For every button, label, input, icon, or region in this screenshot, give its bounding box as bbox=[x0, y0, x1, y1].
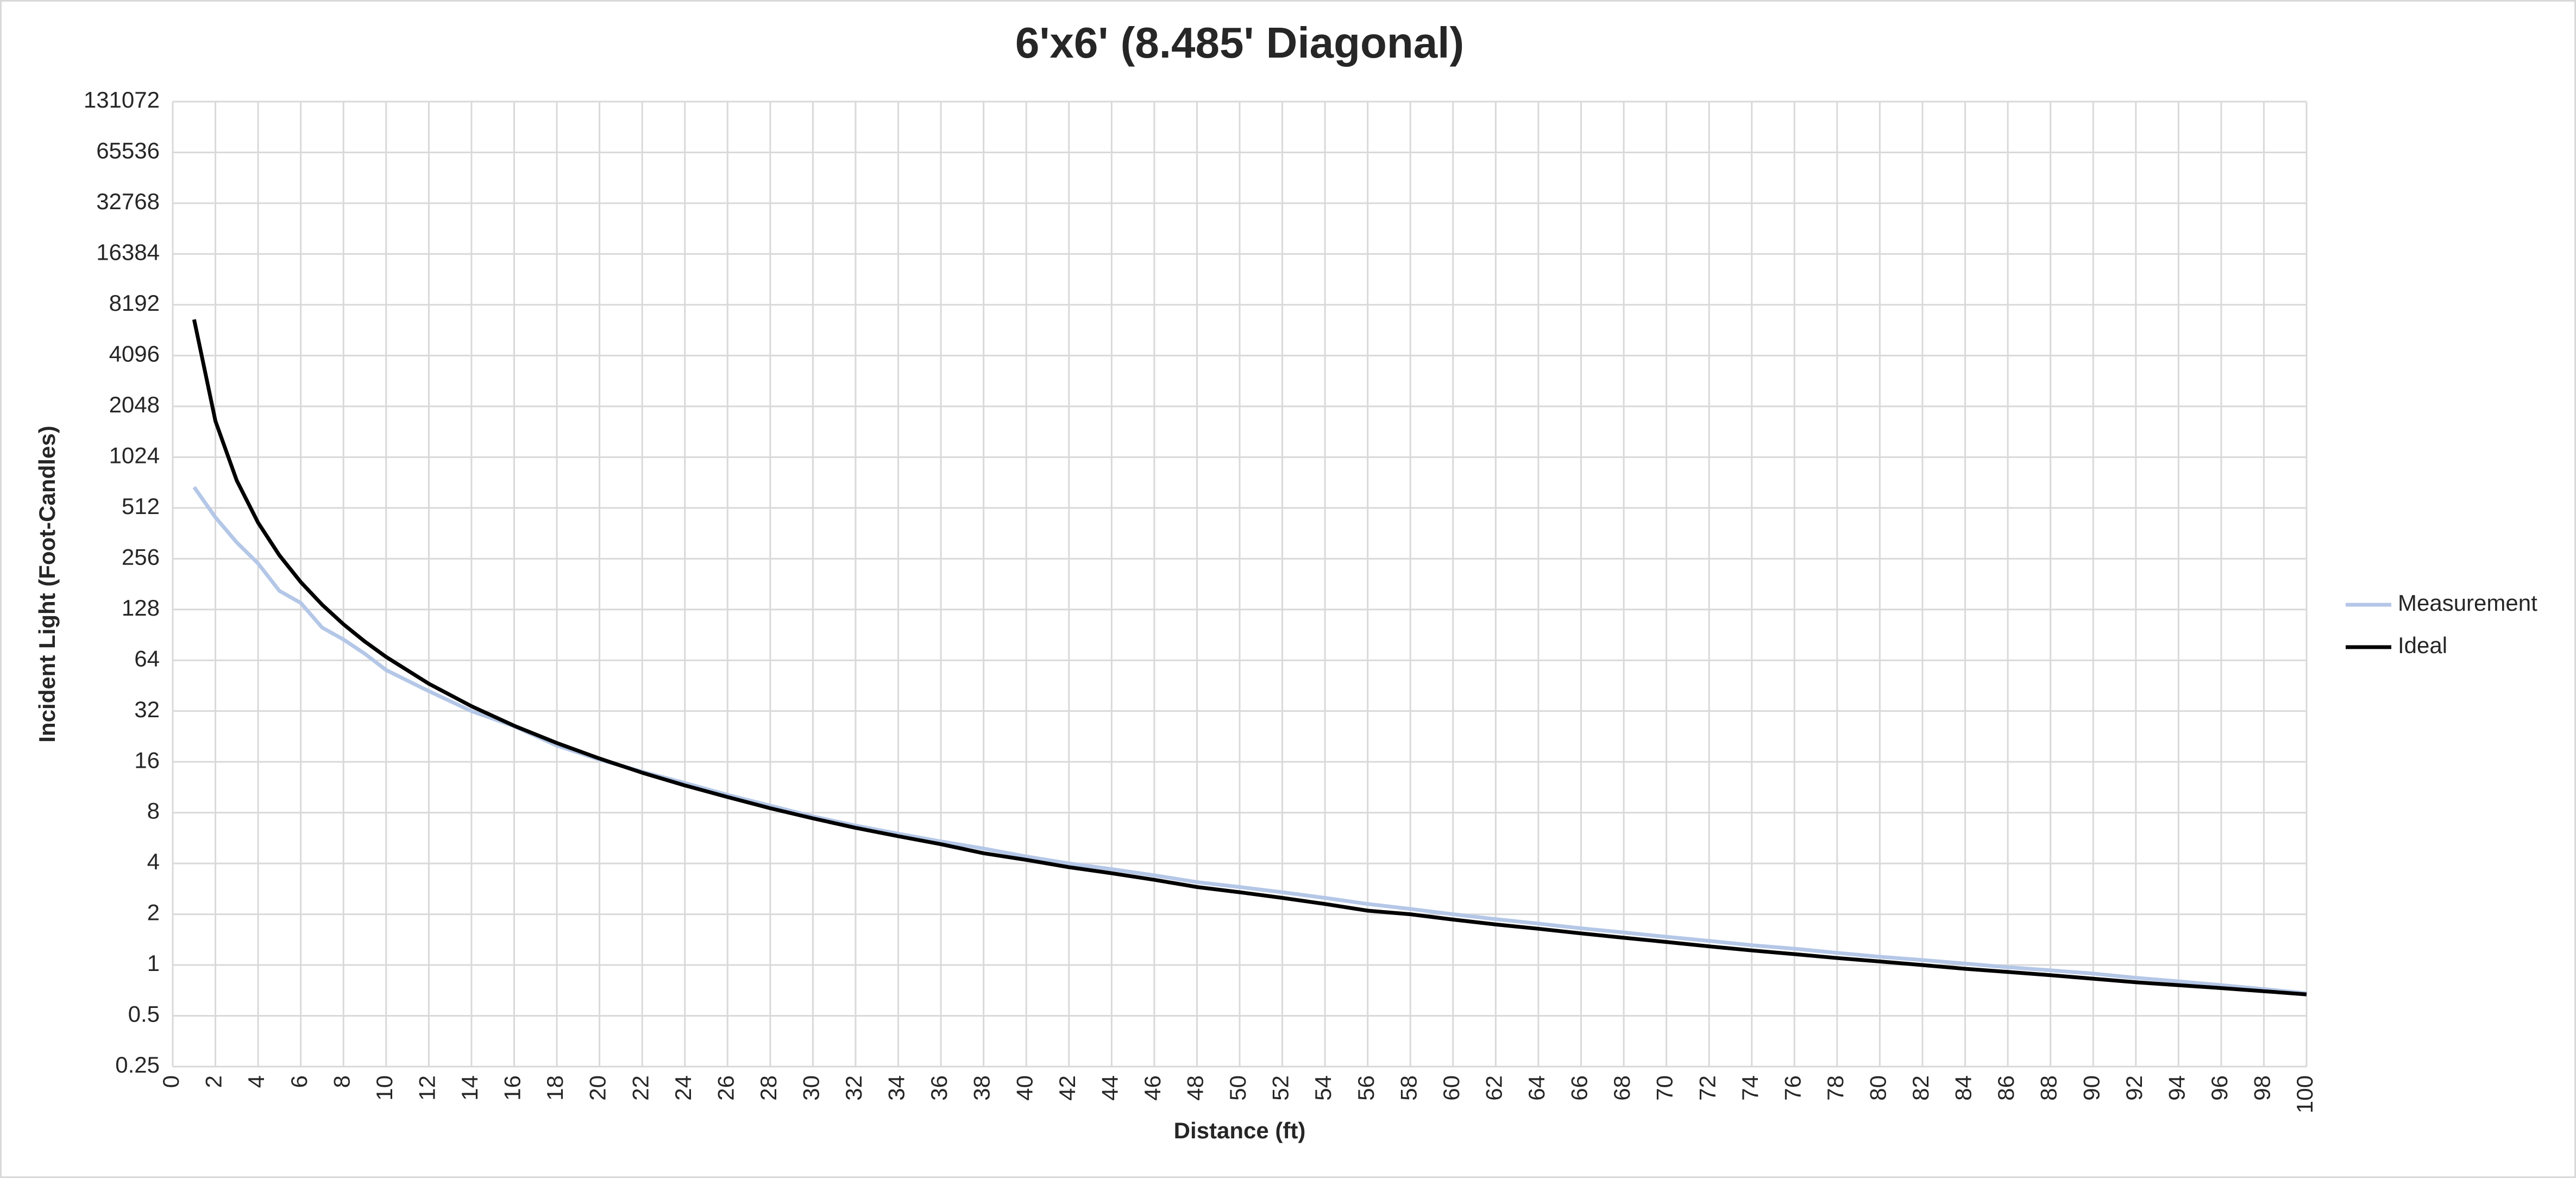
series-line bbox=[192, 319, 2307, 997]
x-tick-label: 12 bbox=[414, 1075, 439, 1101]
x-tick-label: 66 bbox=[1567, 1075, 1592, 1101]
x-tick-label: 34 bbox=[884, 1075, 909, 1101]
x-tick-label: 68 bbox=[1609, 1075, 1635, 1101]
y-tick-label: 131072 bbox=[84, 87, 160, 112]
x-tick-label: 58 bbox=[1396, 1075, 1421, 1101]
x-tick-label: 92 bbox=[2121, 1075, 2147, 1101]
x-tick-label: 88 bbox=[2036, 1075, 2062, 1101]
legend-label: Ideal bbox=[2398, 632, 2447, 658]
y-tick-label: 2048 bbox=[109, 392, 160, 417]
x-tick-label: 90 bbox=[2078, 1075, 2104, 1101]
x-tick-label: 50 bbox=[1225, 1075, 1251, 1101]
x-tick-label: 10 bbox=[372, 1075, 397, 1101]
y-tick-label: 256 bbox=[122, 544, 160, 569]
x-tick-label: 6 bbox=[286, 1075, 312, 1088]
x-tick-label: 52 bbox=[1268, 1075, 1293, 1101]
y-tick-label: 16384 bbox=[96, 240, 160, 265]
x-tick-label: 84 bbox=[1951, 1075, 1976, 1101]
y-tick-label: 128 bbox=[122, 595, 160, 621]
y-tick-label: 32 bbox=[134, 697, 160, 722]
x-tick-label: 30 bbox=[798, 1075, 824, 1101]
x-tick-label: 14 bbox=[457, 1075, 482, 1101]
x-tick-label: 8 bbox=[329, 1075, 354, 1088]
y-tick-label: 512 bbox=[122, 493, 160, 519]
x-tick-label: 82 bbox=[1908, 1075, 1933, 1101]
x-tick-label: 24 bbox=[670, 1075, 696, 1101]
x-tick-label: 100 bbox=[2292, 1075, 2317, 1113]
x-tick-label: 56 bbox=[1353, 1075, 1379, 1101]
y-tick-label: 1024 bbox=[109, 442, 160, 468]
x-tick-label: 36 bbox=[926, 1075, 952, 1101]
x-tick-label: 18 bbox=[542, 1075, 568, 1101]
y-tick-label: 4 bbox=[147, 849, 160, 874]
y-tick-label: 65536 bbox=[96, 138, 160, 164]
x-tick-label: 44 bbox=[1097, 1075, 1122, 1101]
y-tick-label: 0.5 bbox=[128, 1001, 160, 1027]
y-tick-label: 0.25 bbox=[115, 1052, 160, 1077]
series-line bbox=[192, 486, 2307, 995]
x-tick-label: 22 bbox=[627, 1075, 653, 1101]
y-tick-label: 4096 bbox=[109, 341, 160, 366]
x-tick-label: 0 bbox=[158, 1075, 184, 1088]
x-tick-label: 78 bbox=[1823, 1075, 1848, 1101]
x-tick-label: 98 bbox=[2250, 1075, 2275, 1101]
x-tick-label: 4 bbox=[243, 1075, 269, 1088]
x-tick-label: 54 bbox=[1310, 1075, 1336, 1101]
x-tick-label: 2 bbox=[201, 1075, 227, 1088]
x-tick-label: 20 bbox=[585, 1075, 611, 1101]
y-tick-label: 1 bbox=[147, 950, 160, 976]
x-tick-label: 74 bbox=[1737, 1075, 1763, 1101]
y-tick-label: 8 bbox=[147, 798, 160, 824]
x-tick-label: 70 bbox=[1652, 1075, 1677, 1101]
legend-label: Measurement bbox=[2398, 590, 2537, 616]
x-tick-label: 72 bbox=[1694, 1075, 1720, 1101]
x-tick-label: 64 bbox=[1524, 1075, 1549, 1101]
x-tick-label: 96 bbox=[2207, 1075, 2232, 1101]
x-tick-label: 48 bbox=[1183, 1075, 1208, 1101]
x-tick-label: 80 bbox=[1865, 1075, 1890, 1101]
x-tick-label: 16 bbox=[500, 1075, 525, 1101]
x-tick-label: 76 bbox=[1780, 1075, 1805, 1101]
chart-title: 6'x6' (8.485' Diagonal) bbox=[1015, 18, 1464, 67]
y-tick-label: 2 bbox=[147, 900, 160, 925]
y-tick-label: 8192 bbox=[109, 290, 160, 316]
x-tick-label: 26 bbox=[713, 1075, 738, 1101]
y-axis-title: Incident Light (Foot-Candles) bbox=[34, 425, 60, 742]
y-tick-label: 16 bbox=[134, 747, 160, 773]
x-tick-label: 62 bbox=[1481, 1075, 1506, 1101]
x-tick-label: 38 bbox=[969, 1075, 995, 1101]
x-tick-label: 60 bbox=[1438, 1075, 1464, 1101]
x-tick-label: 40 bbox=[1011, 1075, 1037, 1101]
x-tick-label: 42 bbox=[1054, 1075, 1080, 1101]
x-tick-label: 28 bbox=[756, 1075, 781, 1101]
x-tick-label: 94 bbox=[2164, 1075, 2189, 1101]
x-tick-label: 32 bbox=[841, 1075, 866, 1101]
x-tick-label: 46 bbox=[1140, 1075, 1165, 1101]
y-tick-label: 64 bbox=[134, 646, 160, 671]
y-tick-label: 32768 bbox=[96, 189, 160, 214]
x-tick-label: 86 bbox=[1993, 1075, 2019, 1101]
x-axis-title: Distance (ft) bbox=[1174, 1118, 1306, 1143]
